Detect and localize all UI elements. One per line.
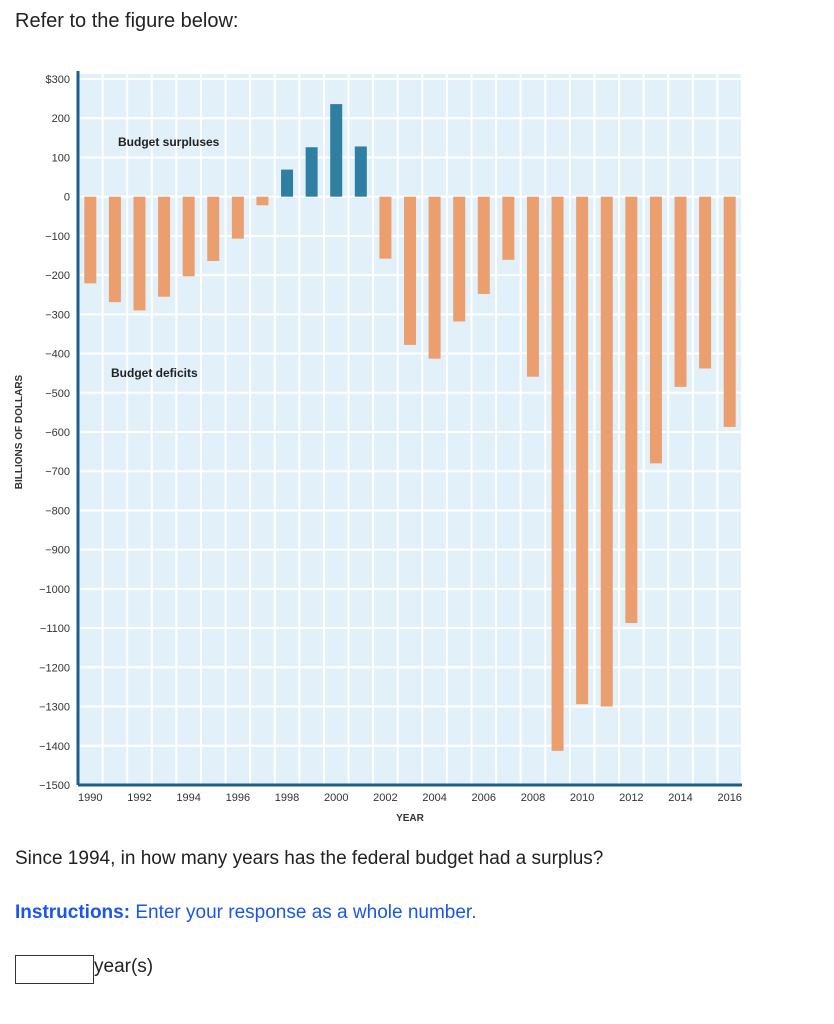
x-tick-label: 2012 bbox=[619, 792, 643, 804]
bar-2004 bbox=[428, 196, 441, 359]
bar-2008 bbox=[526, 196, 539, 377]
bar-1997 bbox=[256, 196, 269, 206]
x-tick-label: 2004 bbox=[422, 792, 446, 804]
answer-input[interactable] bbox=[15, 955, 94, 984]
bar-1991 bbox=[108, 196, 121, 303]
bar-1990 bbox=[84, 196, 97, 284]
plot-background bbox=[78, 74, 742, 785]
y-tick-label: −1400 bbox=[39, 741, 70, 753]
bar-2015 bbox=[699, 196, 712, 369]
y-tick-label: −1200 bbox=[39, 662, 70, 674]
x-tick-label: 1992 bbox=[127, 792, 151, 804]
bar-2002 bbox=[379, 196, 392, 259]
y-tick-label: −600 bbox=[45, 427, 70, 439]
bar-2013 bbox=[649, 196, 662, 464]
bar-2010 bbox=[576, 196, 589, 705]
y-tick-label: $300 bbox=[46, 74, 70, 86]
y-tick-label: 100 bbox=[52, 152, 70, 164]
x-tick-label: 2000 bbox=[324, 792, 348, 804]
bar-1992 bbox=[133, 196, 146, 311]
bar-2006 bbox=[477, 196, 490, 294]
question-text: Since 1994, in how many years has the fe… bbox=[15, 848, 604, 869]
y-tick-label: −400 bbox=[45, 349, 70, 361]
y-tick-label: −700 bbox=[45, 466, 70, 478]
bar-1993 bbox=[158, 196, 171, 297]
bar-2016 bbox=[723, 196, 736, 427]
y-tick-label: −1500 bbox=[39, 780, 70, 792]
x-tick-label: 2014 bbox=[668, 792, 692, 804]
x-tick-label: 1994 bbox=[176, 792, 200, 804]
annotation-surpluses: Budget surpluses bbox=[118, 135, 220, 149]
y-axis-label: BILLIONS OF DOLLARS bbox=[14, 374, 25, 489]
instructions-text: Enter your response as a whole number. bbox=[130, 902, 477, 923]
x-tick-label: 1996 bbox=[226, 792, 250, 804]
bar-2009 bbox=[551, 196, 564, 751]
y-tick-label: −500 bbox=[45, 388, 70, 400]
x-tick-label: 1998 bbox=[275, 792, 299, 804]
x-tick-label: 2002 bbox=[373, 792, 397, 804]
bar-2001 bbox=[354, 146, 367, 197]
y-tick-label: −1300 bbox=[39, 702, 70, 714]
y-tick-label: −800 bbox=[45, 505, 70, 517]
instructions-label: Instructions: bbox=[15, 902, 131, 923]
y-tick-label: −900 bbox=[45, 545, 70, 557]
y-tick-label: −1100 bbox=[40, 623, 70, 635]
x-axis-label: YEAR bbox=[396, 813, 425, 824]
y-tick-label: −100 bbox=[45, 231, 70, 243]
bar-2014 bbox=[674, 196, 687, 387]
bar-2003 bbox=[404, 196, 416, 345]
bar-1998 bbox=[281, 169, 294, 197]
y-tick-label: −300 bbox=[45, 309, 70, 321]
x-tick-label: 2008 bbox=[521, 792, 545, 804]
y-tick-label: 200 bbox=[52, 113, 70, 125]
x-tick-label: 2016 bbox=[717, 792, 741, 804]
budget-chart: $300 200 100 0 −100 −200 −300 −400 −500 −600 −700 −… bbox=[14, 71, 743, 824]
bar-2000 bbox=[330, 104, 343, 197]
bar-2005 bbox=[453, 196, 466, 322]
annotation-deficits: Budget deficits bbox=[111, 366, 198, 380]
answer-unit: year(s) bbox=[94, 956, 154, 977]
bar-2011 bbox=[600, 196, 613, 707]
bar-2007 bbox=[502, 196, 515, 260]
bar-1999 bbox=[305, 147, 318, 197]
x-tick-label: 2010 bbox=[570, 792, 594, 804]
x-tick-label: 1990 bbox=[78, 792, 102, 804]
bar-1994 bbox=[182, 196, 195, 277]
y-tick-label: 0 bbox=[64, 192, 70, 204]
x-tick-label: 2006 bbox=[472, 792, 496, 804]
prompt-text: Refer to the figure below: bbox=[15, 10, 239, 32]
y-tick-label: −200 bbox=[45, 270, 70, 282]
instructions: Instructions: Enter your response as a w… bbox=[15, 902, 476, 924]
bar-2012 bbox=[625, 196, 638, 624]
y-tick-label: −1000 bbox=[39, 584, 70, 596]
bar-1996 bbox=[231, 196, 244, 239]
bar-1995 bbox=[207, 196, 220, 261]
